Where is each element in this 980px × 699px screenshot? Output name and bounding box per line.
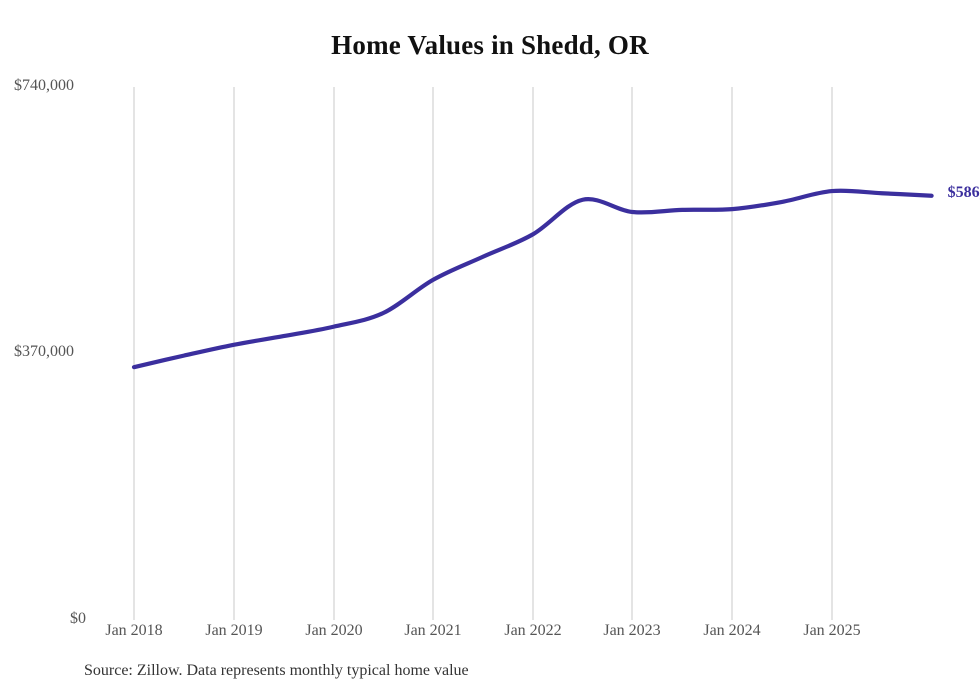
x-axis-label-jan-2019: Jan 2019 [205,622,263,639]
end-value-annotation: $586,518 [947,183,980,201]
source-note: Source: Zillow. Data represents monthly … [84,662,469,679]
x-axis-label-jan-2025: Jan 2025 [803,622,861,639]
x-axis-label-jan-2023: Jan 2023 [603,622,661,639]
x-axis-label-jan-2021: Jan 2021 [404,622,462,639]
y-axis-label-bottom: $0 [70,610,86,627]
home-value-line-series [131,188,934,370]
x-axis-label-jan-2024: Jan 2024 [703,622,761,639]
x-axis-label-jan-2022: Jan 2022 [504,622,562,639]
x-axis-label-jan-2018: Jan 2018 [105,622,163,639]
y-axis-label-top: $740,000 [14,77,74,94]
y-axis-label-mid: $370,000 [14,343,74,360]
gridlines [133,87,833,620]
chart-title: Home Values in Shedd, OR [331,30,649,60]
x-axis-label-jan-2020: Jan 2020 [305,622,363,639]
